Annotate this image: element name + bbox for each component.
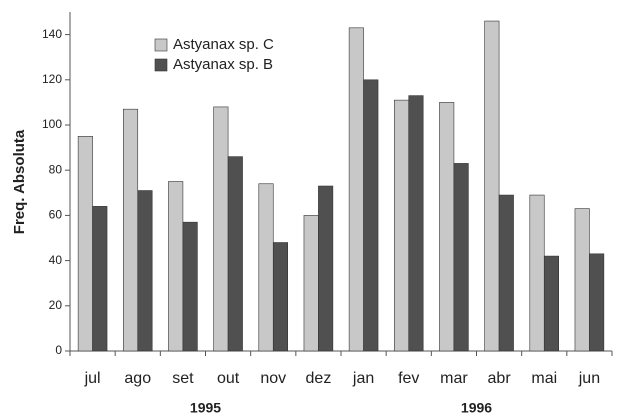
x-tick-label: set [172,370,194,387]
bar [258,183,274,352]
x-tick-label: ago [124,370,151,387]
bar [122,108,139,352]
x-tick-label: out [217,370,240,387]
bar [348,27,364,352]
bar [574,208,590,352]
legend-label: Astyanax sp. B [173,56,273,73]
bar [363,79,379,352]
x-group-label: 1996 [461,400,492,416]
bar [408,95,424,352]
bar [453,163,469,352]
y-tick-label: 20 [49,298,63,312]
bar [484,20,500,352]
bar [439,102,455,352]
y-tick-label: 60 [49,208,63,222]
legend-label: Astyanax sp. C [173,36,274,53]
x-tick-label: jun [578,370,600,387]
bar [303,215,319,352]
bar [182,221,198,352]
y-tick-label: 100 [42,117,62,131]
x-tick-label: abr [488,370,512,387]
x-tick-label: fev [398,370,419,387]
bar [318,185,334,352]
bar [589,253,605,352]
bar [393,99,410,352]
bar [227,156,243,352]
x-group-label: 1995 [190,400,221,416]
y-tick-label: 140 [42,27,62,41]
x-tick-label: nov [260,370,286,387]
x-tick-label: mar [440,370,468,387]
bar [168,181,184,352]
legend-swatch [154,58,168,72]
bar [92,206,108,352]
bar [137,190,153,352]
y-tick-label: 120 [42,72,62,86]
bar [272,242,289,352]
y-tick-label: 0 [55,343,62,357]
bar [213,106,229,352]
y-tick-label: 80 [49,162,63,176]
legend-swatch [154,38,168,52]
x-tick-label: mai [531,370,557,387]
y-axis-label: Freq. Absoluta [11,129,28,234]
x-tick-label: jul [84,370,101,387]
x-tick-label: dez [306,370,332,387]
bar [498,194,514,352]
bar [529,194,545,352]
bar [543,255,560,352]
x-tick-label: jan [352,370,374,387]
y-tick-label: 40 [49,253,63,267]
bar [77,136,93,352]
